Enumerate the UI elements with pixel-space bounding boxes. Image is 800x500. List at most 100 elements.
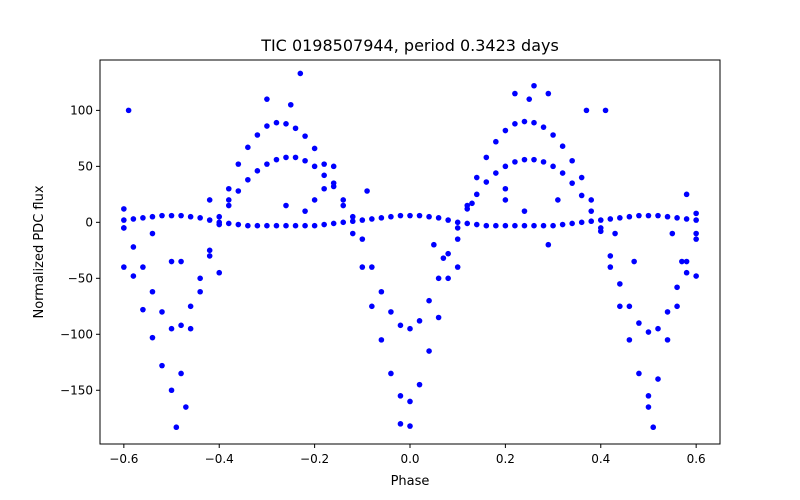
data-point [359, 217, 366, 223]
data-point [583, 107, 590, 114]
data-point [378, 288, 385, 295]
data-point [407, 212, 413, 219]
data-point [559, 221, 566, 228]
data-point [321, 185, 327, 192]
data-point [397, 393, 404, 399]
data-point [283, 202, 289, 209]
data-point [521, 118, 528, 125]
data-point [311, 197, 318, 203]
data-point [397, 322, 404, 329]
data-point [121, 225, 127, 231]
data-point [493, 222, 499, 229]
data-point [216, 213, 223, 220]
data-point [273, 156, 280, 163]
data-point [178, 370, 184, 377]
data-point [454, 219, 461, 226]
data-point [206, 197, 213, 203]
data-point [636, 320, 642, 326]
data-point [235, 221, 242, 228]
x-axis-label: Phase [391, 474, 430, 489]
data-point [283, 154, 289, 161]
data-point [168, 325, 175, 332]
data-point [216, 269, 223, 276]
data-point [521, 222, 528, 229]
data-point [626, 337, 633, 343]
data-point [264, 123, 270, 129]
data-point [569, 180, 575, 186]
data-point [569, 220, 575, 227]
data-point [397, 212, 404, 219]
data-point [287, 101, 294, 108]
data-point [607, 216, 614, 222]
data-point [655, 212, 661, 219]
data-point [454, 264, 461, 270]
data-point [521, 156, 528, 163]
data-point [130, 244, 137, 250]
data-point [426, 348, 432, 354]
data-point [483, 154, 490, 161]
data-point [650, 424, 657, 431]
data-point [302, 222, 308, 229]
data-point [302, 133, 308, 139]
data-point [473, 174, 480, 181]
data-point [416, 318, 423, 324]
chart-title: TIC 0198507944, period 0.3423 days [260, 36, 559, 55]
data-point [502, 127, 509, 134]
y-tick-label: 0 [85, 215, 93, 229]
data-point [626, 303, 633, 310]
data-point [245, 176, 251, 183]
data-point [187, 325, 194, 332]
data-point [121, 206, 127, 212]
data-point [302, 157, 308, 164]
data-point [664, 309, 671, 315]
data-point [140, 264, 146, 270]
data-point [645, 212, 652, 219]
data-point [521, 208, 528, 214]
data-point [359, 236, 366, 242]
y-tick-label: −150 [60, 383, 93, 397]
data-point [340, 219, 347, 226]
y-tick-label: −50 [68, 271, 93, 285]
data-point [311, 222, 318, 229]
data-point [388, 309, 394, 315]
data-point [645, 404, 652, 410]
data-point [235, 188, 242, 194]
data-point [550, 132, 556, 138]
data-point [245, 144, 251, 151]
data-point [292, 222, 299, 229]
data-point [617, 281, 623, 287]
data-point [206, 217, 213, 223]
data-point [349, 213, 356, 220]
data-point [464, 206, 471, 212]
y-axis-label: Normalized PDC flux [32, 185, 47, 318]
data-point [187, 303, 194, 310]
data-point [607, 253, 614, 259]
data-point [664, 213, 671, 220]
data-point [531, 82, 537, 89]
x-tick-label: 0.6 [687, 452, 706, 466]
data-point [283, 121, 289, 127]
data-point [388, 370, 394, 377]
data-point [254, 222, 261, 229]
y-axis-ticks: −150 −100 −50 0 50 100 [60, 103, 100, 397]
data-point [206, 247, 213, 254]
data-point [636, 212, 642, 219]
data-point [550, 163, 556, 170]
data-point [631, 258, 637, 265]
data-point [140, 215, 146, 221]
data-point [578, 219, 585, 226]
data-point [416, 212, 423, 219]
data-point [693, 230, 699, 237]
data-point [540, 159, 547, 165]
data-point [693, 210, 699, 217]
data-point [254, 132, 261, 138]
data-point [159, 212, 165, 219]
data-point [225, 185, 232, 192]
data-point [369, 216, 375, 222]
data-point [693, 273, 699, 279]
data-point [359, 264, 366, 270]
data-point [502, 185, 509, 192]
data-point [683, 258, 690, 265]
data-point [302, 208, 308, 214]
data-point [149, 288, 156, 295]
